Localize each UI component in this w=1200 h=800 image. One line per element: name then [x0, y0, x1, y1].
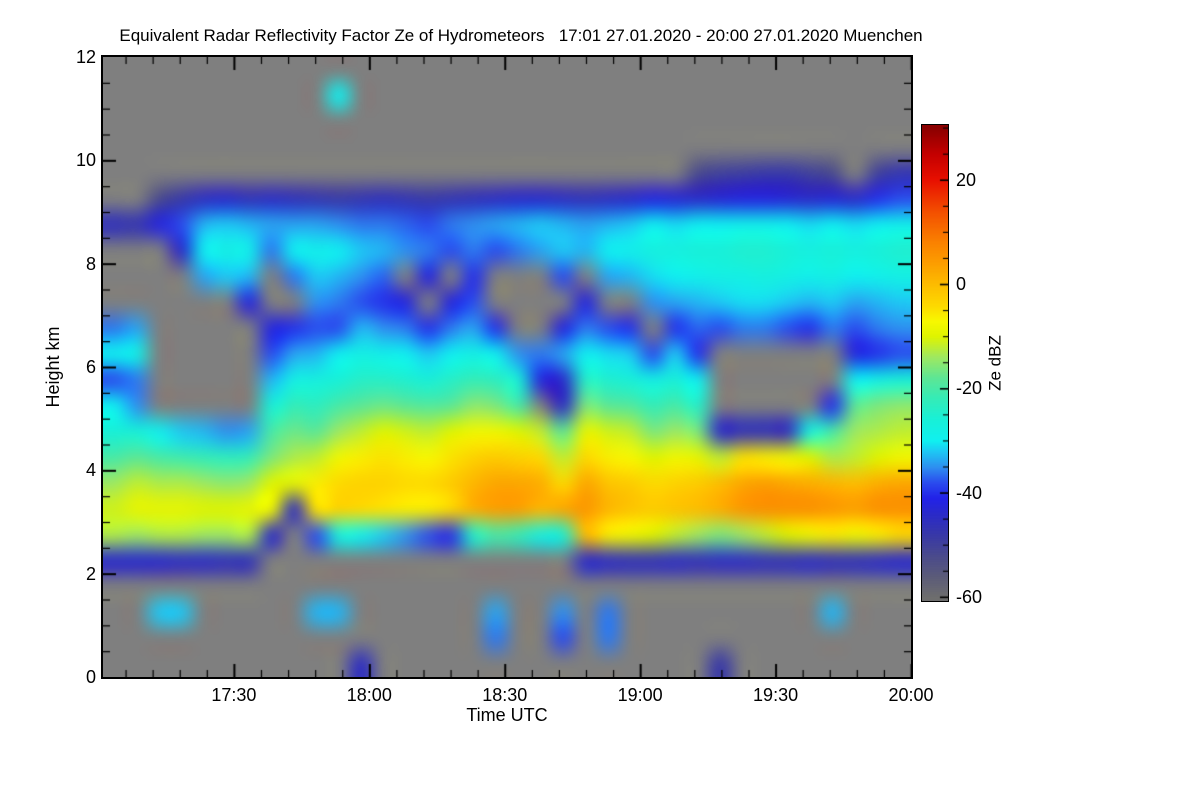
colorbar-tick-label: -40	[956, 482, 983, 503]
x-tick-label: 19:00	[617, 685, 663, 705]
colorbar-canvas	[921, 124, 949, 602]
colorbar-tick-label: -20	[956, 378, 983, 399]
x-axis-label: Time UTC	[466, 705, 548, 725]
x-tick-label: 18:00	[346, 685, 392, 705]
colorbar-tick-label: 0	[956, 274, 967, 294]
x-tick-label: 20:00	[888, 685, 934, 705]
y-tick-label: 10	[75, 150, 96, 171]
colorbar-tick-label: -60	[956, 586, 983, 607]
chart-title: Equivalent Radar Reflectivity Factor Ze …	[119, 26, 923, 45]
colorbar-label: Ze dBZ	[985, 335, 1005, 391]
x-tick-label: 18:30	[482, 685, 528, 705]
x-tick-label: 17:30	[211, 685, 257, 705]
y-tick-label: 4	[85, 460, 96, 481]
y-tick-label: 6	[85, 357, 96, 377]
y-axis-label: Height km	[43, 326, 63, 408]
reflectivity-heatmap-canvas	[101, 55, 913, 679]
y-tick-label: 0	[85, 667, 96, 687]
y-tick-label: 2	[85, 563, 96, 584]
y-tick-label: 12	[75, 47, 96, 67]
colorbar-tick-label: 20	[956, 169, 977, 190]
y-tick-label: 8	[85, 253, 96, 274]
x-tick-label: 19:30	[753, 685, 799, 705]
